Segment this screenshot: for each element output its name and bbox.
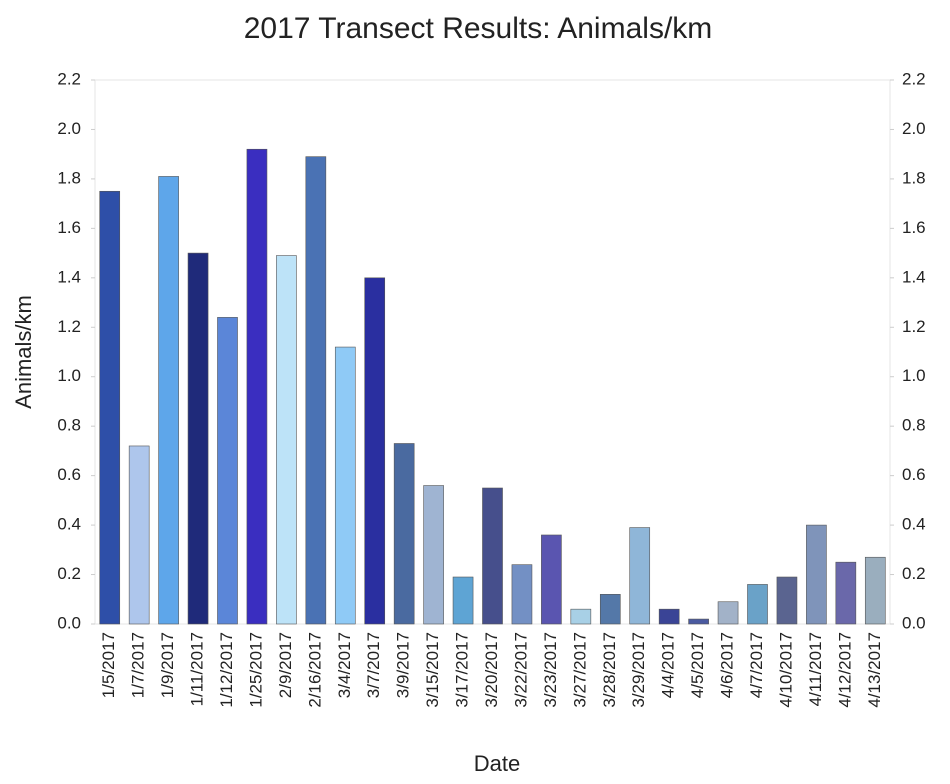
bar xyxy=(570,608,592,625)
bar xyxy=(599,594,621,625)
x-tick-label: 3/28/2017 xyxy=(600,632,619,708)
x-tick-label: 2/9/2017 xyxy=(276,632,295,698)
bar xyxy=(717,601,739,625)
x-tick-label: 4/5/2017 xyxy=(688,632,707,698)
x-tick-label: 1/5/2017 xyxy=(99,632,118,698)
y2-tick-label: 0.2 xyxy=(902,564,926,583)
bar xyxy=(835,561,857,625)
y2-tick-label: 0.4 xyxy=(902,515,926,534)
y-tick-label: 2.2 xyxy=(57,69,81,88)
y-tick-label: 0.4 xyxy=(57,515,81,534)
y2-tick-label: 1.0 xyxy=(902,366,926,385)
x-tick-label: 4/6/2017 xyxy=(718,632,737,698)
bar xyxy=(864,556,886,625)
x-tick-label: 1/12/2017 xyxy=(217,632,236,708)
x-tick-label: 3/23/2017 xyxy=(541,632,560,708)
y2-tick-label: 0.0 xyxy=(902,613,926,632)
x-tick-label: 3/15/2017 xyxy=(423,632,442,708)
y2-tick-label: 1.6 xyxy=(902,218,926,237)
bar xyxy=(629,527,651,625)
y-tick-label: 1.8 xyxy=(57,168,81,187)
x-tick-label: 3/4/2017 xyxy=(335,632,354,698)
bar xyxy=(99,190,121,625)
bar xyxy=(334,346,356,625)
x-tick-label: 1/9/2017 xyxy=(158,632,177,698)
y2-tick-label: 2.2 xyxy=(902,69,926,88)
bar xyxy=(246,148,268,625)
x-tick-label: 3/20/2017 xyxy=(482,632,501,708)
x-axis-label: Date xyxy=(474,751,520,776)
y2-tick-label: 1.4 xyxy=(902,267,926,286)
y-tick-label: 1.2 xyxy=(57,317,81,336)
x-tick-label: 2/16/2017 xyxy=(305,632,324,708)
x-tick-label: 3/7/2017 xyxy=(364,632,383,698)
x-tick-label: 4/7/2017 xyxy=(747,632,766,698)
y-tick-label: 0.6 xyxy=(57,465,81,484)
bar xyxy=(187,252,209,625)
y2-tick-label: 1.2 xyxy=(902,317,926,336)
y-tick-label: 0.2 xyxy=(57,564,81,583)
bar xyxy=(688,618,709,625)
bar xyxy=(747,584,768,625)
bar xyxy=(128,445,150,625)
y-tick-label: 1.4 xyxy=(57,267,81,286)
y-axis-label: Animals/km xyxy=(11,295,36,409)
x-tick-label: 3/22/2017 xyxy=(511,632,530,708)
x-tick-label: 3/17/2017 xyxy=(453,632,472,708)
bar xyxy=(364,277,386,625)
bar xyxy=(393,443,415,625)
x-tick-label: 1/25/2017 xyxy=(246,632,265,708)
bar xyxy=(217,317,238,625)
x-tick-label: 1/7/2017 xyxy=(129,632,148,698)
bar xyxy=(511,564,533,625)
chart-title: 2017 Transect Results: Animals/km xyxy=(244,12,713,45)
y2-tick-label: 2.0 xyxy=(902,119,926,138)
bar xyxy=(658,608,680,625)
y-tick-label: 2.0 xyxy=(57,119,81,138)
bar xyxy=(276,255,297,625)
y-tick-label: 0.8 xyxy=(57,416,81,435)
x-tick-label: 3/27/2017 xyxy=(570,632,589,708)
bar xyxy=(482,487,503,625)
bar xyxy=(423,485,444,625)
y-tick-label: 0.0 xyxy=(57,613,81,632)
y-tick-label: 1.6 xyxy=(57,218,81,237)
bar xyxy=(305,156,327,625)
x-tick-label: 4/10/2017 xyxy=(776,632,795,708)
y2-tick-label: 1.8 xyxy=(902,168,926,187)
y-tick-label: 1.0 xyxy=(57,366,81,385)
x-tick-label: 4/4/2017 xyxy=(659,632,678,698)
x-tick-label: 4/12/2017 xyxy=(835,632,854,708)
x-tick-label: 4/13/2017 xyxy=(865,632,884,708)
x-tick-label: 3/29/2017 xyxy=(629,632,648,708)
y2-tick-label: 0.6 xyxy=(902,465,926,484)
x-tick-label: 4/11/2017 xyxy=(806,632,825,706)
x-tick-label: 1/11/2017 xyxy=(188,632,207,706)
x-tick-label: 3/9/2017 xyxy=(394,632,413,698)
y2-tick-label: 0.8 xyxy=(902,416,926,435)
bar xyxy=(158,176,179,625)
bar xyxy=(541,534,562,625)
bar xyxy=(776,576,798,625)
bar xyxy=(806,524,827,625)
bar xyxy=(452,576,474,625)
